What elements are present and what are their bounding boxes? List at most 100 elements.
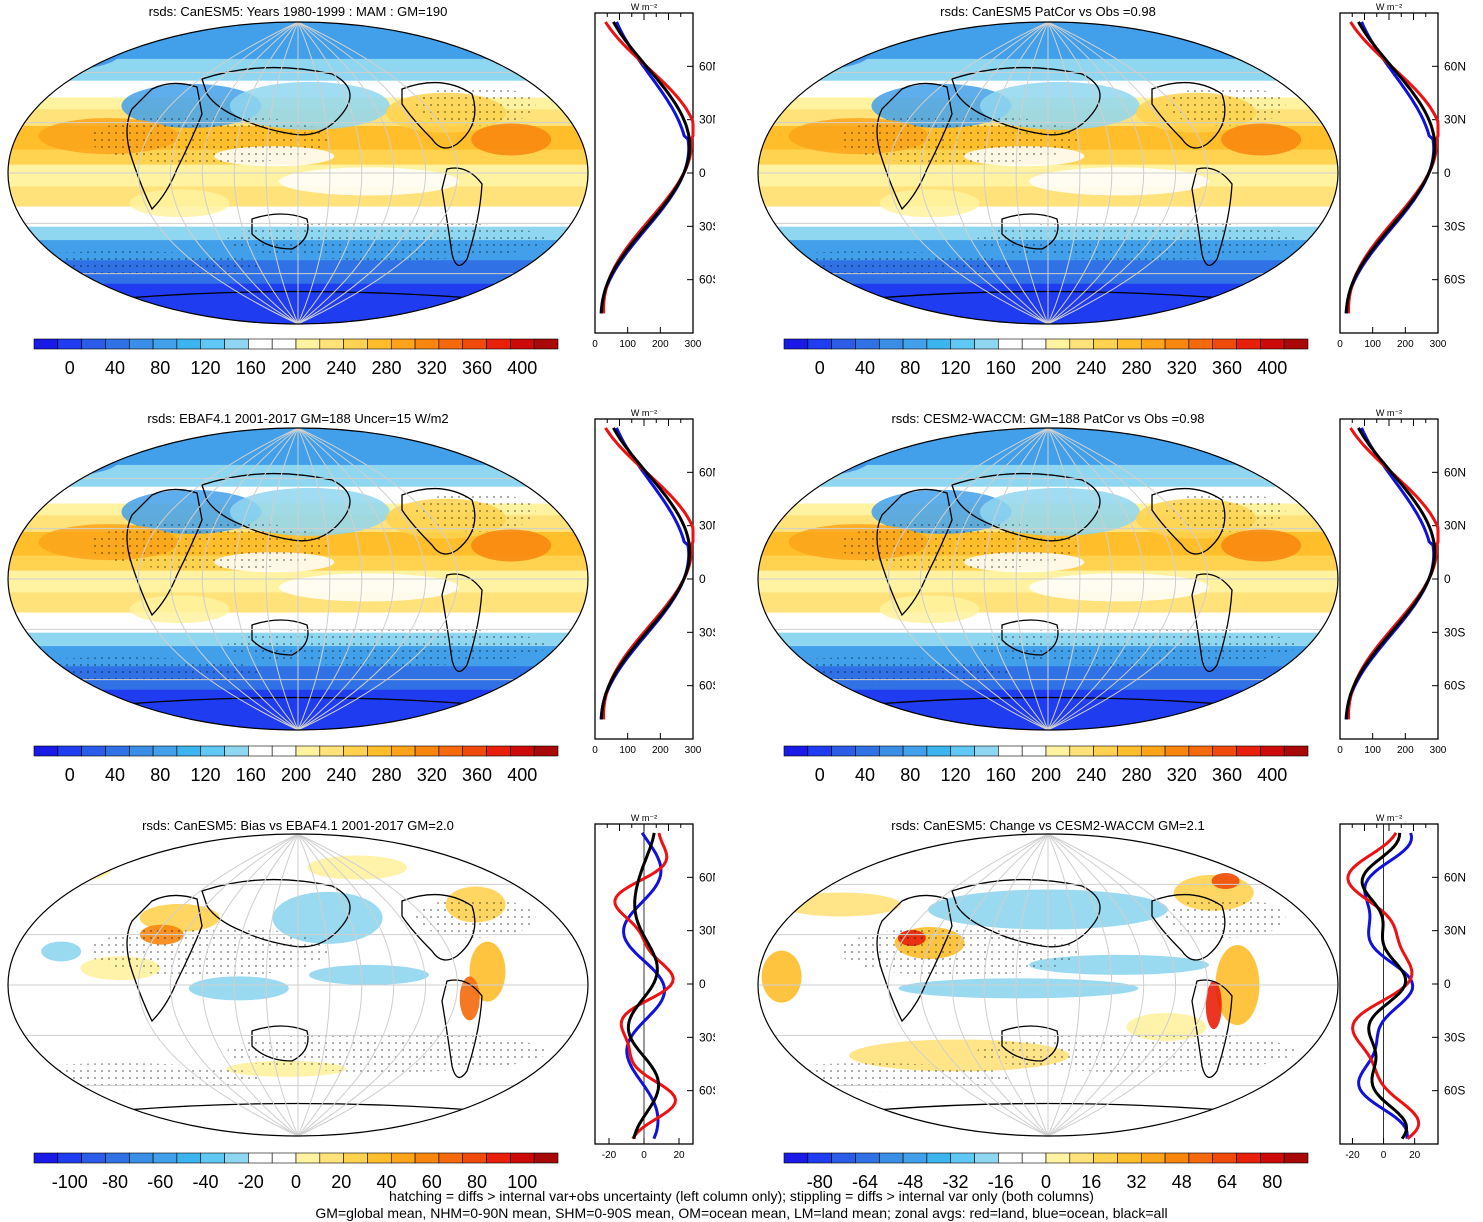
colorbar-swatch <box>152 1152 178 1164</box>
colorbar-tick-label: 80 <box>900 358 920 378</box>
coastline <box>1001 1025 1059 1062</box>
colorbar-swatch <box>343 338 368 350</box>
colorbar-swatch <box>510 745 535 757</box>
colorbar-swatch <box>462 338 487 350</box>
coastline <box>201 878 351 948</box>
colorbar-swatch <box>271 745 297 757</box>
profile-lat-label: 30N <box>699 113 715 127</box>
colorbar-tick-label: 40 <box>855 358 875 378</box>
colorbar-swatch <box>878 338 904 350</box>
colorbar-tick-label: 80 <box>150 358 170 378</box>
field-anomaly <box>758 34 872 71</box>
graticule-meridian <box>983 834 1049 1136</box>
colorbar-swatch <box>1260 745 1285 757</box>
coastline <box>441 167 483 266</box>
colorbar-tick-label: 80 <box>467 1172 487 1192</box>
colorbar-tick-label: 280 <box>371 765 401 785</box>
profile-lat-label: 60S <box>699 273 715 287</box>
graticule-meridian <box>170 22 299 324</box>
graticule-meridian <box>1015 22 1049 324</box>
coastline <box>201 472 351 542</box>
colorbar-swatch <box>1260 1152 1285 1164</box>
coastline <box>1001 619 1059 656</box>
colorbar-tick-label: 320 <box>1167 765 1197 785</box>
colorbar-tick-label: 0 <box>1041 1172 1051 1192</box>
map-cesm2-waccm <box>757 427 1339 731</box>
profile-lat-label: 30N <box>699 924 715 938</box>
colorbar-tick-label: 280 <box>1121 358 1151 378</box>
stippling <box>976 626 1297 667</box>
profile-x-tick-label: 0 <box>592 339 598 350</box>
colorbar-swatch <box>1283 745 1309 757</box>
colorbar-tick-label: -48 <box>897 1172 923 1192</box>
colorbar-swatch <box>926 1152 952 1164</box>
colorbar-swatch <box>1093 338 1118 350</box>
colorbar-tick-label: -16 <box>988 1172 1014 1192</box>
map-canesm5-bias <box>7 833 589 1137</box>
coastline <box>1151 487 1226 555</box>
profile-lat-label: 30S <box>1444 625 1465 639</box>
profile-x-tick-label: 100 <box>1364 339 1381 350</box>
colorbar-swatch <box>1236 1152 1261 1164</box>
zonal-mean-land-line <box>613 832 678 1140</box>
profile-x-tick-label: 0 <box>1381 1150 1387 1161</box>
graticule-meridian <box>297 22 394 324</box>
map-ebaf-observations <box>7 427 589 731</box>
graticule-meridian <box>138 834 299 1136</box>
profile-x-tick-label: 0 <box>1337 745 1343 756</box>
colorbar-tick-label: 80 <box>1262 1172 1282 1192</box>
map-field <box>758 834 1338 1136</box>
profile-frame <box>594 418 694 740</box>
colorbar-swatch <box>807 338 832 350</box>
field-anomaly <box>8 440 122 477</box>
field-anomaly <box>469 941 506 1002</box>
graticule-meridian <box>920 834 1049 1136</box>
colorbar-swatch <box>200 1152 225 1164</box>
colorbar-swatch <box>950 338 975 350</box>
profile-lat-label: 0 <box>699 572 706 586</box>
profile-frame <box>594 12 694 334</box>
colorbar-swatch <box>105 338 130 350</box>
graticule-meridian <box>297 428 363 730</box>
colorbar-swatch <box>855 1152 880 1164</box>
colorbar: 0 40 80 120 160 200 240 280 320 360 400 <box>783 745 1309 785</box>
graticule-meridian <box>1047 22 1113 324</box>
colorbar-tick-label: -80 <box>102 1172 128 1192</box>
graticule-meridian <box>983 22 1049 324</box>
zonal-profile-plot: W m⁻² 0 100 200 300 60N 30N 0 30S 60S <box>1337 2 1466 350</box>
profile-lat-label: 60S <box>699 1084 715 1098</box>
colorbar-swatch <box>783 338 809 350</box>
colorbar-tick-label: 160 <box>986 765 1016 785</box>
stippling <box>226 626 547 667</box>
colorbar-swatch <box>390 1152 416 1164</box>
colorbar-tick-label: 100 <box>507 1172 537 1192</box>
colorbar-swatch <box>1093 745 1118 757</box>
zonal-mean-ocean-line <box>622 832 667 1140</box>
colorbar-tick-label: 120 <box>190 358 220 378</box>
coastline <box>951 878 1101 948</box>
graticule-meridian <box>233 834 299 1136</box>
field-anomaly <box>188 976 289 1001</box>
colorbar-swatch <box>1283 338 1309 350</box>
colorbar-tick-label: 320 <box>1167 358 1197 378</box>
profile-frame <box>1339 12 1439 334</box>
profile-units: W m⁻² <box>1376 813 1402 823</box>
graticule-meridian <box>1047 834 1176 1136</box>
colorbar-swatch <box>33 745 59 757</box>
colorbar-tick-label: 0 <box>815 358 825 378</box>
colorbar: 0 40 80 120 160 200 240 280 320 360 400 <box>33 745 559 785</box>
colorbar-swatch <box>295 1152 321 1164</box>
colorbar-swatch <box>1164 338 1190 350</box>
graticule-meridian <box>1047 834 1208 1136</box>
profile-units: W m⁻² <box>631 813 657 823</box>
coastline <box>1001 213 1059 250</box>
colorbar-swatch <box>248 1152 273 1164</box>
colorbar-tick-label: 200 <box>281 765 311 785</box>
field-anomaly <box>309 964 430 985</box>
colorbar-tick-label: 160 <box>236 358 266 378</box>
colorbar-swatch <box>176 338 202 350</box>
colorbar-swatch <box>831 745 856 757</box>
zonal-profile-plot: W m⁻² -20 0 20 60N 30N 0 30S 60S <box>594 813 715 1161</box>
map-border <box>7 21 589 325</box>
graticule-meridian <box>297 834 331 1136</box>
